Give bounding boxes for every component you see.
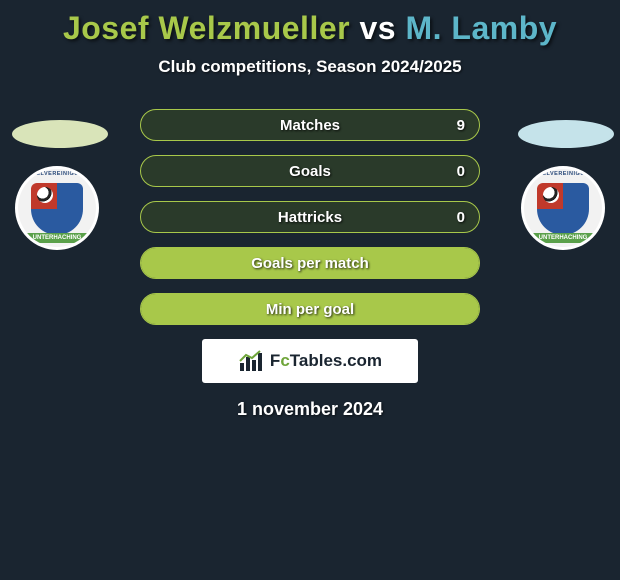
brand-text: FcTables.com	[270, 351, 382, 371]
player1-club-crest: SPIELVEREINIGUNG UNTERHACHING	[15, 166, 99, 250]
player1-name: Josef Welzmueller	[63, 10, 350, 46]
vs-text: vs	[359, 10, 396, 46]
subtitle: Club competitions, Season 2024/2025	[0, 57, 620, 77]
brand-prefix: F	[270, 351, 280, 370]
stat-row: Hattricks0	[140, 201, 480, 233]
stat-row: Goals0	[140, 155, 480, 187]
left-badge: SPIELVEREINIGUNG UNTERHACHING	[12, 120, 102, 230]
stat-right-value: 9	[443, 110, 479, 142]
stat-right-value: 0	[443, 202, 479, 234]
stats-container: Matches9Goals0Hattricks0Goals per matchM…	[140, 109, 480, 325]
crest-ball-icon	[543, 187, 559, 203]
stat-label: Goals per match	[141, 248, 479, 280]
brand-logo: FcTables.com	[202, 339, 418, 383]
stat-label: Goals	[141, 156, 479, 188]
brand-suffix: Tables.com	[290, 351, 382, 370]
stat-right-value: 0	[443, 156, 479, 188]
crest-arc-text: SPIELVEREINIGUNG	[18, 171, 96, 177]
crest-ball-icon	[37, 187, 53, 203]
date-text: 1 november 2024	[0, 399, 620, 420]
stat-row: Min per goal	[140, 293, 480, 325]
stat-row: Matches9	[140, 109, 480, 141]
crest-arc-text: SPIELVEREINIGUNG	[524, 171, 602, 177]
right-badge: SPIELVEREINIGUNG UNTERHACHING	[518, 120, 608, 230]
page-title: Josef Welzmueller vs M. Lamby	[0, 0, 620, 47]
chart-icon	[238, 349, 266, 373]
crest-banner: UNTERHACHING	[18, 233, 96, 243]
player2-oval	[518, 120, 614, 148]
player2-name: M. Lamby	[405, 10, 557, 46]
stat-label: Min per goal	[141, 294, 479, 326]
crest-banner: UNTERHACHING	[524, 233, 602, 243]
stat-label: Matches	[141, 110, 479, 142]
player1-oval	[12, 120, 108, 148]
stat-row: Goals per match	[140, 247, 480, 279]
player2-club-crest: SPIELVEREINIGUNG UNTERHACHING	[521, 166, 605, 250]
stat-label: Hattricks	[141, 202, 479, 234]
brand-c: c	[280, 351, 289, 370]
